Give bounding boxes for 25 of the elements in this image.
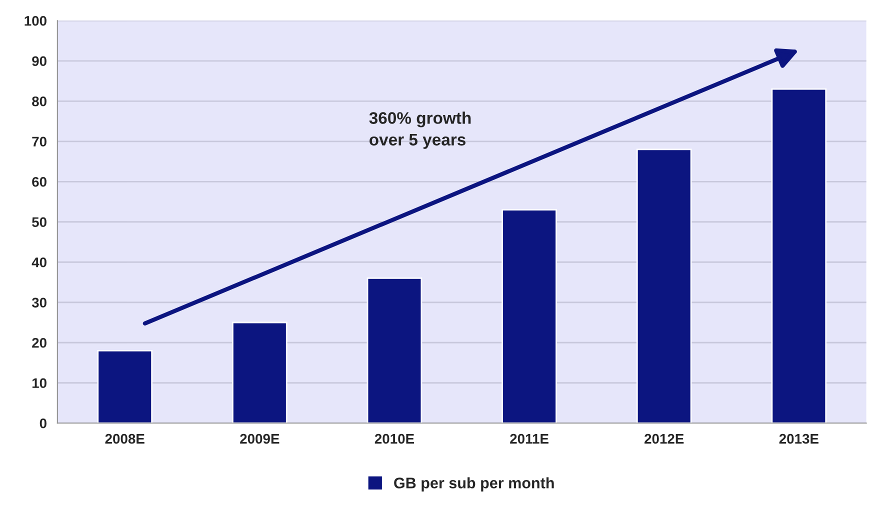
y-tick-label: 90	[32, 56, 46, 66]
x-tick-label: 2013E	[779, 434, 818, 444]
bar	[97, 350, 153, 424]
bar	[366, 278, 422, 424]
bar	[636, 148, 692, 424]
y-tick-label: 100	[24, 16, 46, 26]
y-tick-label: 40	[32, 257, 46, 268]
y-tick-label: 70	[32, 136, 46, 147]
y-tick-label: 80	[32, 96, 46, 106]
y-tick-label: 20	[32, 338, 46, 348]
x-tick-label: 2011E	[510, 434, 548, 444]
y-tick-label: 0	[40, 418, 46, 428]
x-tick-label: 2010E	[374, 434, 414, 444]
x-tick-label: 2009E	[240, 434, 280, 444]
y-tick-label: 30	[32, 298, 46, 308]
bar	[771, 88, 827, 424]
y-tick-label: 60	[32, 176, 46, 187]
annotation: 360% growth over 5 years	[369, 112, 471, 149]
x-tick-label: 2008E	[105, 434, 144, 444]
y-tick-label: 50	[32, 217, 46, 228]
x-tick-label: 2012E	[644, 434, 684, 444]
y-tick-label: 10	[32, 378, 46, 388]
bar	[502, 209, 557, 424]
legend-label: GB per sub per month	[394, 477, 554, 492]
bar	[232, 322, 288, 424]
